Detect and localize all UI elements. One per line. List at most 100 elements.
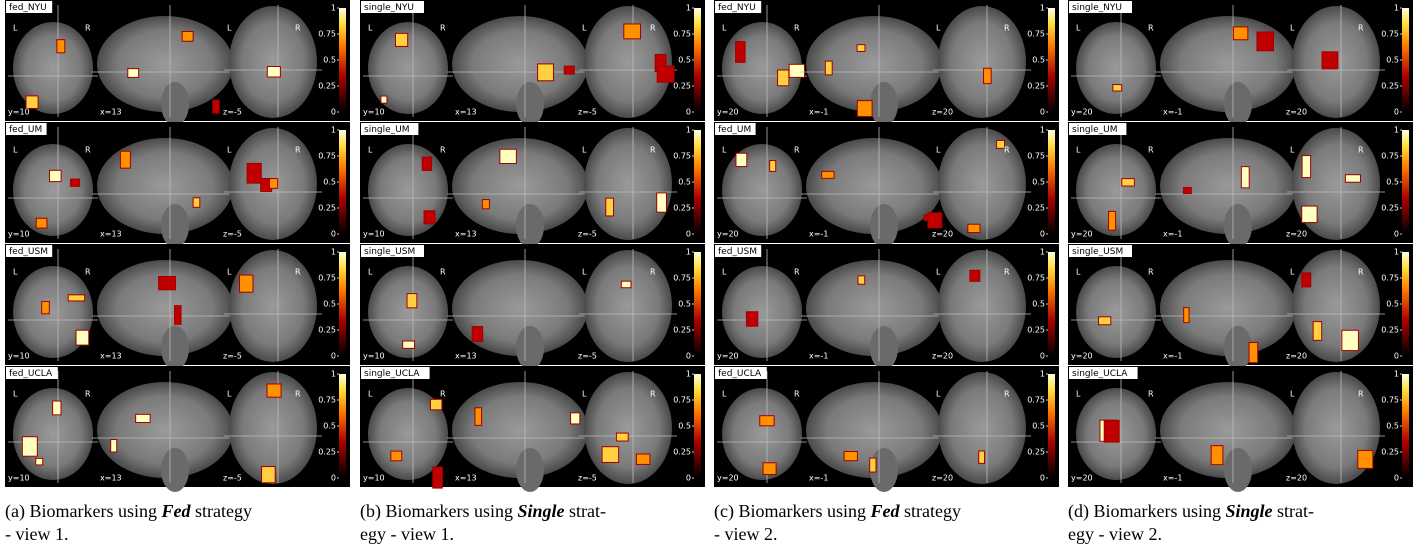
activation-blob	[475, 408, 482, 426]
activation-blob	[267, 384, 281, 397]
coordinate-label: x=13	[455, 474, 477, 483]
orientation-label: R	[85, 390, 91, 399]
orientation-label: L	[13, 390, 18, 399]
colorbar-tick-label: 0.25	[1027, 448, 1045, 457]
orientation-label: L	[1076, 390, 1081, 399]
activation-blob	[1104, 420, 1119, 442]
page: y=10x=13z=-5LRLRfed_NYU00.250.50.751y=10…	[0, 0, 1418, 552]
colorbar-tick-label: 0.25	[1381, 204, 1399, 213]
activation-blob	[657, 66, 674, 82]
coordinate-label: z=-5	[578, 474, 597, 483]
coordinate-label: y=10	[8, 108, 30, 117]
caption-line: (d) Biomarkers using Single strat-	[1068, 500, 1418, 523]
orientation-label: L	[13, 268, 18, 277]
coordinate-label: y=20	[717, 108, 739, 117]
orientation-label: L	[722, 146, 727, 155]
coordinate-label: z=20	[932, 230, 953, 239]
orientation-label: L	[368, 268, 373, 277]
coordinate-label: y=20	[717, 352, 739, 361]
activation-blob	[844, 452, 857, 461]
brain-stem	[161, 82, 189, 126]
orientation-label: L	[722, 390, 727, 399]
coordinate-label: y=20	[1071, 230, 1093, 239]
coordinate-label: y=10	[363, 352, 385, 361]
activation-blob	[182, 31, 193, 41]
orientation-label: L	[936, 268, 941, 277]
brain-stem	[1224, 204, 1252, 248]
colorbar-tick-label: 1	[1040, 370, 1045, 379]
orientation-label: R	[1358, 390, 1364, 399]
caption-text: strat-	[565, 501, 606, 521]
row-title: single_USM	[1072, 247, 1123, 257]
activation-blob	[984, 68, 992, 83]
orientation-label: R	[85, 24, 91, 33]
brain-stem	[1224, 326, 1252, 370]
brain-slice	[584, 372, 672, 484]
colorbar-tick-label: 0	[1040, 108, 1045, 117]
colorbar	[694, 374, 701, 478]
activation-blob	[1345, 175, 1360, 183]
brain-slice	[722, 266, 802, 358]
brain-slice	[1292, 250, 1380, 362]
colorbar-tick-label: 0.25	[318, 448, 336, 457]
caption-text: strat-	[1273, 501, 1314, 521]
coordinate-label: y=20	[1071, 108, 1093, 117]
activation-blob	[482, 200, 489, 209]
colorbar	[339, 8, 346, 112]
activation-blob	[1302, 273, 1311, 287]
colorbar-tick-label: 0	[331, 108, 336, 117]
colorbar-tick-label: 0.5	[323, 422, 336, 431]
brain-slice	[1076, 266, 1156, 358]
activation-blob	[391, 451, 402, 461]
orientation-label: L	[227, 24, 232, 33]
activation-blob	[1211, 446, 1223, 465]
row-title: single_UM	[1072, 125, 1118, 135]
orientation-label: L	[1290, 268, 1295, 277]
activation-blob	[602, 447, 619, 463]
colorbar-tick-label: 0.5	[1386, 422, 1399, 431]
orientation-label: L	[13, 146, 18, 155]
orientation-label: L	[722, 24, 727, 33]
activation-blob	[624, 24, 641, 39]
colorbar-tick-label: 0.75	[1027, 30, 1045, 39]
coordinate-label: z=20	[932, 474, 953, 483]
orientation-label: L	[1290, 390, 1295, 399]
orientation-label: L	[582, 24, 587, 33]
brain-slice	[13, 144, 93, 236]
coordinate-label: x=-1	[809, 352, 828, 361]
activation-blob	[1313, 322, 1322, 341]
coordinate-label: y=10	[363, 474, 385, 483]
colorbar	[694, 252, 701, 356]
colorbar	[694, 8, 701, 112]
orientation-label: R	[1004, 146, 1010, 155]
coordinate-label: x=13	[455, 230, 477, 239]
orientation-label: R	[440, 268, 446, 277]
colorbar	[1048, 8, 1055, 112]
row-title: single_USM	[364, 247, 415, 257]
activation-blob	[1233, 27, 1247, 40]
brain-stem	[870, 204, 898, 248]
brain-slice	[229, 250, 317, 362]
orientation-label: R	[1148, 268, 1154, 277]
orientation-label: R	[794, 146, 800, 155]
orientation-label: R	[650, 24, 656, 33]
colorbar-tick-label: 0.25	[1381, 82, 1399, 91]
colorbar-tick-label: 0	[1394, 474, 1399, 483]
orientation-label: L	[936, 146, 941, 155]
coordinate-label: y=10	[363, 230, 385, 239]
activation-blob	[770, 161, 776, 172]
colorbar-tick-label: 0.5	[323, 178, 336, 187]
orientation-label: R	[794, 268, 800, 277]
orientation-label: L	[936, 390, 941, 399]
colorbar-tick-label: 0.75	[673, 30, 691, 39]
activation-blob	[870, 458, 876, 472]
row-title: single_UM	[364, 125, 410, 135]
colorbar	[1402, 374, 1409, 478]
caption-text: - view 2.	[714, 523, 1064, 546]
orientation-label: R	[1148, 24, 1154, 33]
colorbar-tick-label: 1	[331, 248, 336, 257]
colorbar-tick-label: 0.25	[1027, 204, 1045, 213]
colorbar-tick-label: 0.75	[1381, 152, 1399, 161]
orientation-label: L	[13, 24, 18, 33]
